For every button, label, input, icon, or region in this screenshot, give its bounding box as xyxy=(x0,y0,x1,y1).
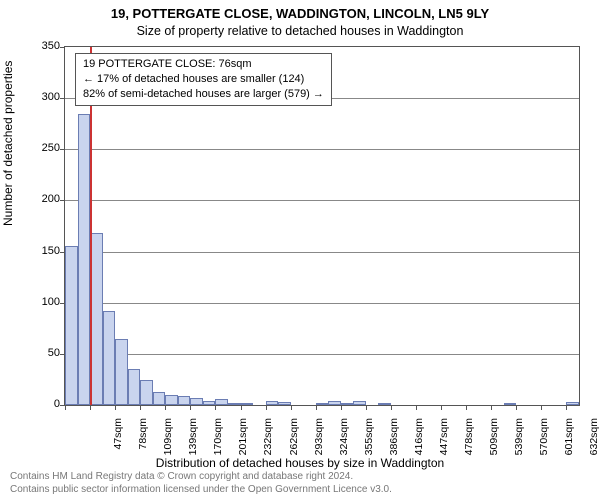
chart-title: 19, POTTERGATE CLOSE, WADDINGTON, LINCOL… xyxy=(0,6,600,21)
x-axis-label: Distribution of detached houses by size … xyxy=(0,456,600,470)
ytick-label: 50 xyxy=(26,347,60,359)
ytick-mark xyxy=(60,200,65,201)
xtick-label: 447sqm xyxy=(438,418,450,468)
ytick-label: 0 xyxy=(26,398,60,410)
ytick-mark xyxy=(60,149,65,150)
xtick-label: 262sqm xyxy=(288,418,300,468)
gridline xyxy=(65,149,579,150)
xtick-label: 570sqm xyxy=(538,418,550,468)
xtick-label: 170sqm xyxy=(212,418,224,468)
xtick-mark xyxy=(466,405,467,410)
bar xyxy=(140,380,153,405)
bar xyxy=(228,403,241,405)
xtick-mark xyxy=(140,405,141,410)
xtick-label: 478sqm xyxy=(463,418,475,468)
xtick-label: 201sqm xyxy=(237,418,249,468)
xtick-mark xyxy=(90,405,91,410)
chart-subtitle: Size of property relative to detached ho… xyxy=(0,24,600,38)
bar xyxy=(103,311,116,405)
xtick-label: 324sqm xyxy=(338,418,350,468)
footer-attribution: Contains HM Land Registry data © Crown c… xyxy=(10,471,392,496)
xtick-mark xyxy=(541,405,542,410)
bar xyxy=(153,392,166,405)
info-box: 19 POTTERGATE CLOSE: 76sqm ← 17% of deta… xyxy=(75,53,332,106)
xtick-mark xyxy=(566,405,567,410)
bar xyxy=(115,339,128,405)
xtick-mark xyxy=(190,405,191,410)
bar xyxy=(566,402,579,405)
ytick-label: 250 xyxy=(26,142,60,154)
xtick-mark xyxy=(416,405,417,410)
xtick-label: 509sqm xyxy=(488,418,500,468)
xtick-label: 632sqm xyxy=(588,418,600,468)
xtick-label: 232sqm xyxy=(262,418,274,468)
ytick-mark xyxy=(60,47,65,48)
bar xyxy=(203,401,216,405)
xtick-label: 293sqm xyxy=(313,418,325,468)
xtick-mark xyxy=(391,405,392,410)
bar xyxy=(353,401,366,405)
xtick-label: 139sqm xyxy=(187,418,199,468)
xtick-mark xyxy=(316,405,317,410)
ytick-label: 200 xyxy=(26,193,60,205)
bar xyxy=(328,401,341,405)
info-line-2: ← 17% of detached houses are smaller (12… xyxy=(83,72,324,87)
ytick-label: 100 xyxy=(26,296,60,308)
xtick-mark xyxy=(266,405,267,410)
footer-line-2: Contains public sector information licen… xyxy=(10,484,392,497)
xtick-mark xyxy=(441,405,442,410)
xtick-mark xyxy=(341,405,342,410)
bar xyxy=(316,403,329,405)
xtick-label: 78sqm xyxy=(137,418,149,468)
xtick-mark xyxy=(65,405,66,410)
y-axis-label: Number of detached properties xyxy=(1,61,15,226)
gridline xyxy=(65,303,579,304)
chart-container: 19, POTTERGATE CLOSE, WADDINGTON, LINCOL… xyxy=(0,0,600,500)
gridline xyxy=(65,252,579,253)
xtick-mark xyxy=(491,405,492,410)
xtick-mark xyxy=(215,405,216,410)
bar xyxy=(241,403,254,405)
gridline xyxy=(65,354,579,355)
xtick-mark xyxy=(115,405,116,410)
footer-line-1: Contains HM Land Registry data © Crown c… xyxy=(10,471,392,484)
bar xyxy=(378,403,391,405)
bar xyxy=(215,399,228,405)
info-line-1: 19 POTTERGATE CLOSE: 76sqm xyxy=(83,57,324,72)
xtick-label: 539sqm xyxy=(513,418,525,468)
xtick-label: 355sqm xyxy=(363,418,375,468)
bar xyxy=(65,246,78,405)
bar xyxy=(178,396,191,405)
xtick-label: 416sqm xyxy=(413,418,425,468)
plot-area: 19 POTTERGATE CLOSE: 76sqm ← 17% of deta… xyxy=(64,46,580,406)
bar xyxy=(266,401,279,405)
xtick-label: 386sqm xyxy=(388,418,400,468)
xtick-mark xyxy=(165,405,166,410)
xtick-mark xyxy=(291,405,292,410)
info-line-3: 82% of semi-detached houses are larger (… xyxy=(83,87,324,102)
ytick-label: 150 xyxy=(26,245,60,257)
bar xyxy=(78,114,91,406)
ytick-mark xyxy=(60,98,65,99)
ytick-label: 300 xyxy=(26,91,60,103)
xtick-mark xyxy=(516,405,517,410)
xtick-mark xyxy=(366,405,367,410)
bar xyxy=(128,369,141,405)
xtick-label: 109sqm xyxy=(162,418,174,468)
xtick-mark xyxy=(241,405,242,410)
gridline xyxy=(65,200,579,201)
bar xyxy=(341,403,354,405)
bar xyxy=(504,403,517,405)
bar xyxy=(190,398,203,405)
ytick-label: 350 xyxy=(26,40,60,52)
xtick-label: 47sqm xyxy=(112,418,124,468)
bar xyxy=(278,402,291,405)
bar xyxy=(165,395,178,405)
xtick-label: 601sqm xyxy=(563,418,575,468)
